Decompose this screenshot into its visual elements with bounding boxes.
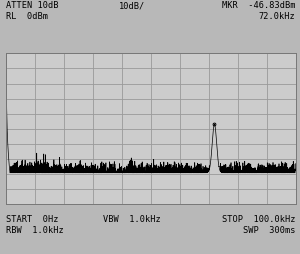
Text: 10dB/: 10dB/ <box>119 1 145 10</box>
Text: MKR  -46.83dBm
72.0kHz: MKR -46.83dBm 72.0kHz <box>222 1 296 21</box>
Text: VBW  1.0kHz: VBW 1.0kHz <box>103 215 161 224</box>
Text: ATTEN 10dB
RL  0dBm: ATTEN 10dB RL 0dBm <box>6 1 59 21</box>
Text: STOP  100.0kHz
SWP  300ms: STOP 100.0kHz SWP 300ms <box>222 215 296 235</box>
Text: START  0Hz
RBW  1.0kHz: START 0Hz RBW 1.0kHz <box>6 215 64 235</box>
